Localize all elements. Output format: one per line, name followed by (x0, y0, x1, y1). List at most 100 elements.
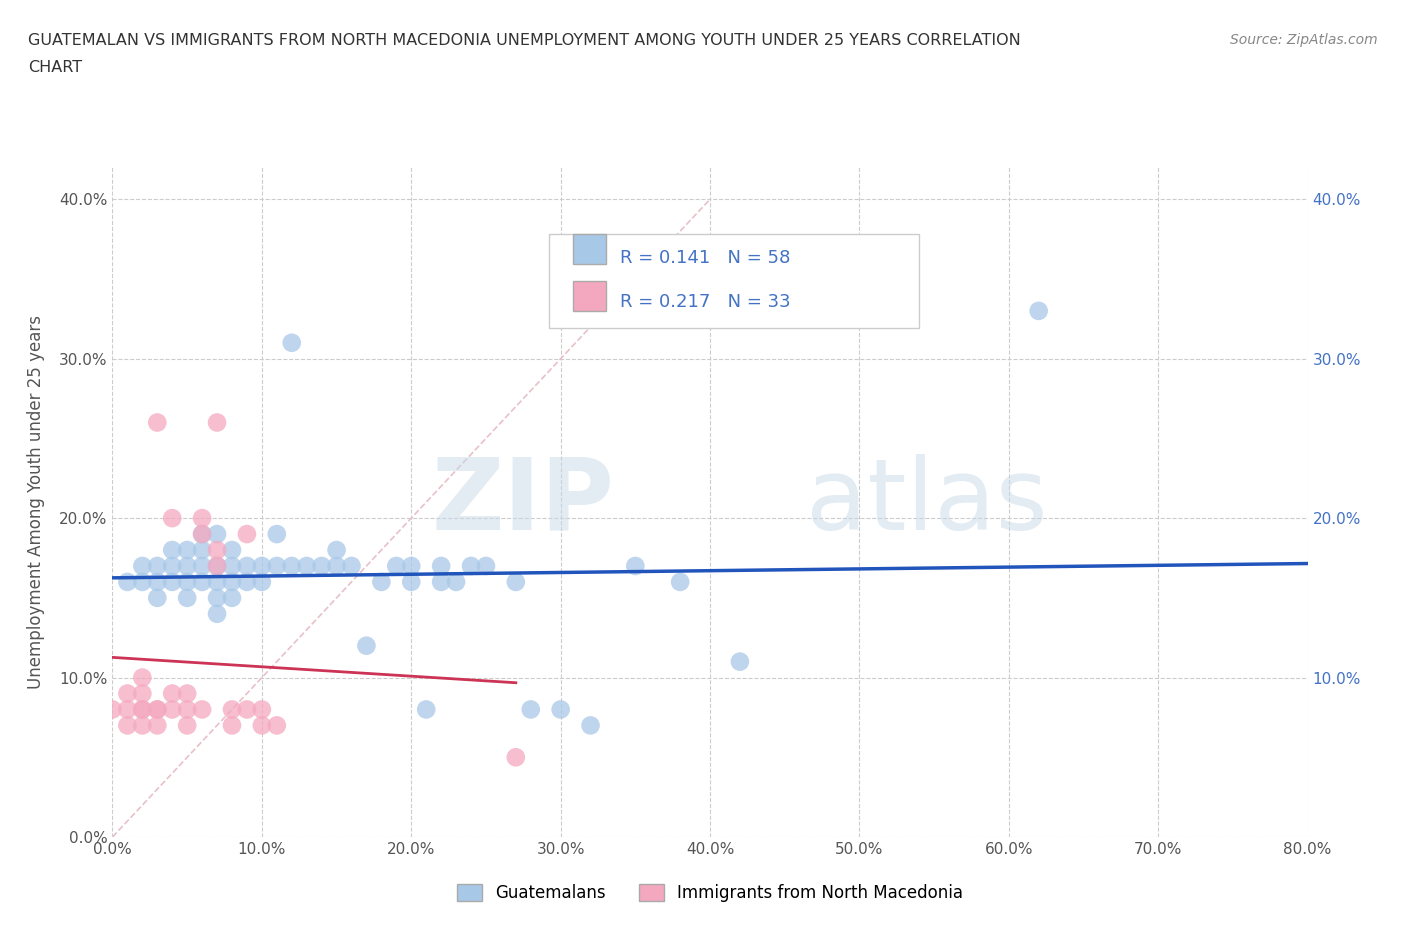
Point (205, 559, 228, 574)
Point (131, 718, 153, 733)
Point (728, 654, 751, 669)
Point (205, 526, 228, 541)
Point (191, 559, 214, 574)
Point (401, 559, 423, 574)
Point (475, 559, 498, 574)
Point (311, 559, 333, 574)
Point (176, 591, 198, 605)
Text: GUATEMALAN VS IMMIGRANTS FROM NORTH MACEDONIA UNEMPLOYMENT AMONG YOUTH UNDER 25 : GUATEMALAN VS IMMIGRANTS FROM NORTH MACE… (28, 33, 1021, 47)
Point (205, 575, 228, 590)
Point (370, 575, 392, 590)
Point (162, 511, 183, 525)
FancyBboxPatch shape (572, 281, 606, 312)
Point (295, 559, 318, 574)
Point (205, 606, 228, 621)
Point (325, 559, 347, 574)
Point (146, 415, 169, 430)
Point (191, 542, 214, 557)
Point (221, 559, 243, 574)
Point (250, 702, 273, 717)
Point (281, 336, 304, 351)
Point (191, 511, 214, 525)
Point (131, 686, 153, 701)
Point (356, 638, 378, 653)
Point (205, 542, 228, 557)
Point (281, 559, 304, 574)
Point (266, 718, 288, 733)
Y-axis label: Unemployment Among Youth under 25 years: Unemployment Among Youth under 25 years (27, 315, 45, 689)
Point (176, 702, 198, 717)
Point (385, 559, 408, 574)
Point (205, 415, 228, 430)
Text: R = 0.217   N = 33: R = 0.217 N = 33 (620, 293, 792, 312)
Point (579, 718, 602, 733)
Point (131, 559, 153, 574)
Point (340, 559, 363, 574)
Point (162, 686, 183, 701)
Point (131, 702, 153, 717)
Point (176, 718, 198, 733)
Point (550, 702, 572, 717)
Point (146, 575, 169, 590)
Point (162, 702, 183, 717)
Point (101, 702, 124, 717)
Point (669, 575, 692, 590)
Point (191, 526, 214, 541)
Point (460, 559, 482, 574)
Point (131, 702, 153, 717)
Point (176, 542, 198, 557)
Point (146, 718, 169, 733)
Point (505, 575, 527, 590)
Point (117, 718, 139, 733)
Point (191, 526, 214, 541)
Point (236, 559, 259, 574)
Point (430, 575, 453, 590)
Point (221, 542, 243, 557)
Text: R = 0.141   N = 58: R = 0.141 N = 58 (620, 249, 790, 267)
Point (117, 686, 139, 701)
Text: Source: ZipAtlas.com: Source: ZipAtlas.com (1230, 33, 1378, 46)
Point (520, 702, 543, 717)
Point (191, 575, 214, 590)
Point (146, 559, 169, 574)
FancyBboxPatch shape (572, 234, 606, 264)
Point (401, 575, 423, 590)
Point (205, 591, 228, 605)
Point (250, 718, 273, 733)
Point (266, 559, 288, 574)
Point (266, 526, 288, 541)
Point (236, 702, 259, 717)
FancyBboxPatch shape (548, 234, 920, 328)
Point (430, 559, 453, 574)
Point (162, 575, 183, 590)
Point (1028, 303, 1050, 318)
Point (221, 591, 243, 605)
Point (146, 702, 169, 717)
Text: atlas: atlas (806, 454, 1047, 551)
Point (221, 702, 243, 717)
Text: CHART: CHART (28, 60, 82, 75)
Point (505, 750, 527, 764)
Point (221, 575, 243, 590)
Point (236, 575, 259, 590)
Point (205, 559, 228, 574)
Point (117, 575, 139, 590)
Point (146, 591, 169, 605)
Point (250, 559, 273, 574)
Point (162, 542, 183, 557)
Point (250, 575, 273, 590)
Point (162, 559, 183, 574)
Point (221, 718, 243, 733)
Point (146, 702, 169, 717)
Point (176, 686, 198, 701)
Point (176, 575, 198, 590)
Legend: Guatemalans, Immigrants from North Macedonia: Guatemalans, Immigrants from North Maced… (450, 878, 970, 909)
Point (444, 575, 467, 590)
Point (325, 542, 347, 557)
Point (191, 702, 214, 717)
Text: ZIP: ZIP (432, 454, 614, 551)
Point (131, 671, 153, 685)
Point (176, 559, 198, 574)
Point (624, 559, 647, 574)
Point (236, 526, 259, 541)
